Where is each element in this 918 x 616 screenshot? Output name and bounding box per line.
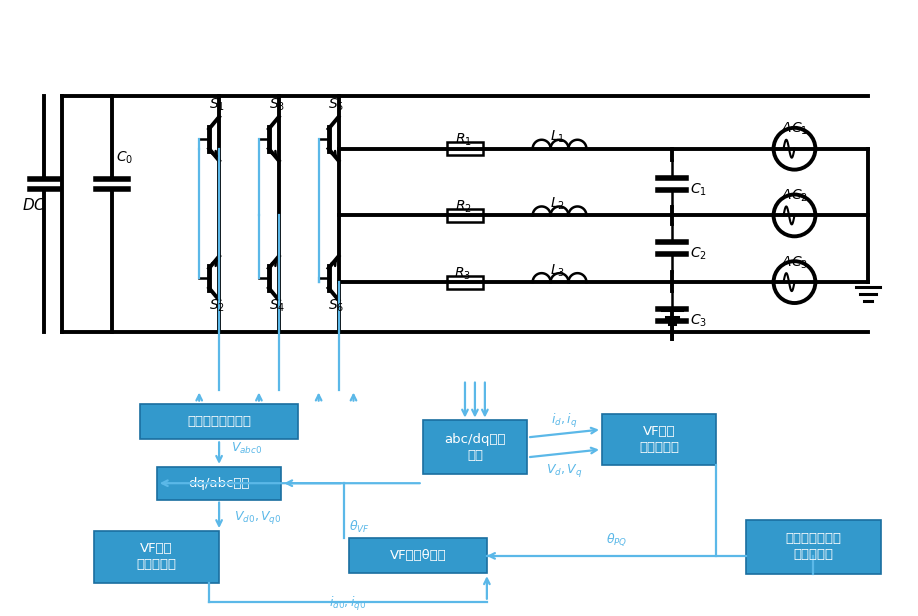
Text: $R_1$: $R_1$: [454, 132, 472, 148]
Circle shape: [774, 261, 815, 303]
Bar: [447, 142, 483, 155]
FancyBboxPatch shape: [422, 421, 527, 474]
FancyBboxPatch shape: [350, 538, 487, 573]
Text: 网侧电压、电流
和相角监测: 网侧电压、电流 和相角监测: [786, 532, 842, 561]
Bar: [447, 275, 483, 288]
Text: $C_2$: $C_2$: [690, 246, 707, 262]
Text: 空间矢量脉宽调制: 空间矢量脉宽调制: [187, 415, 252, 428]
Text: $S_4$: $S_4$: [269, 298, 285, 314]
FancyBboxPatch shape: [157, 467, 281, 500]
FancyBboxPatch shape: [602, 413, 716, 465]
Text: $L_3$: $L_3$: [550, 262, 565, 278]
Text: $S_6$: $S_6$: [329, 298, 344, 314]
Text: $DC$: $DC$: [22, 198, 46, 214]
Text: VF控制
（电压环）: VF控制 （电压环）: [639, 425, 679, 454]
Circle shape: [774, 195, 815, 237]
Circle shape: [774, 128, 815, 169]
Text: $AC_2$: $AC_2$: [781, 187, 808, 204]
Text: $C_1$: $C_1$: [690, 181, 707, 198]
Text: $S_3$: $S_3$: [269, 97, 285, 113]
Text: abc/dq坐标
变换: abc/dq坐标 变换: [444, 433, 506, 462]
Bar: [447, 209, 483, 222]
Text: $i_{d0}, i_{q0}$: $i_{d0}, i_{q0}$: [329, 594, 366, 613]
Text: $S_1$: $S_1$: [209, 97, 225, 113]
FancyBboxPatch shape: [746, 519, 880, 574]
Text: $AC_1$: $AC_1$: [781, 121, 808, 137]
Text: $R_2$: $R_2$: [454, 198, 472, 215]
Text: $\theta_{VF}$: $\theta_{VF}$: [350, 519, 370, 535]
Text: dq/abc变换: dq/abc变换: [188, 477, 250, 490]
Text: $L_2$: $L_2$: [550, 195, 565, 212]
Text: $R_3$: $R_3$: [454, 265, 472, 282]
Text: $S_2$: $S_2$: [209, 298, 225, 314]
Text: $V_d, V_q$: $V_d, V_q$: [546, 463, 583, 479]
FancyBboxPatch shape: [140, 403, 297, 439]
Text: $i_d, i_q$: $i_d, i_q$: [552, 411, 577, 429]
Text: $V_{d0}, V_{q0}$: $V_{d0}, V_{q0}$: [234, 509, 282, 526]
FancyBboxPatch shape: [95, 531, 218, 583]
Text: $\theta_{PQ}$: $\theta_{PQ}$: [606, 532, 627, 548]
Text: VF控制
（电流环）: VF控制 （电流环）: [137, 542, 176, 572]
Text: $AC_3$: $AC_3$: [781, 254, 808, 270]
Text: $C_0$: $C_0$: [116, 149, 133, 166]
Text: $C_3$: $C_3$: [690, 313, 707, 329]
Text: $V_{abc0}$: $V_{abc0}$: [231, 441, 263, 456]
Text: $L_1$: $L_1$: [550, 129, 565, 145]
Text: $S_5$: $S_5$: [329, 97, 344, 113]
Text: VF控制θ变换: VF控制θ变换: [390, 549, 446, 562]
